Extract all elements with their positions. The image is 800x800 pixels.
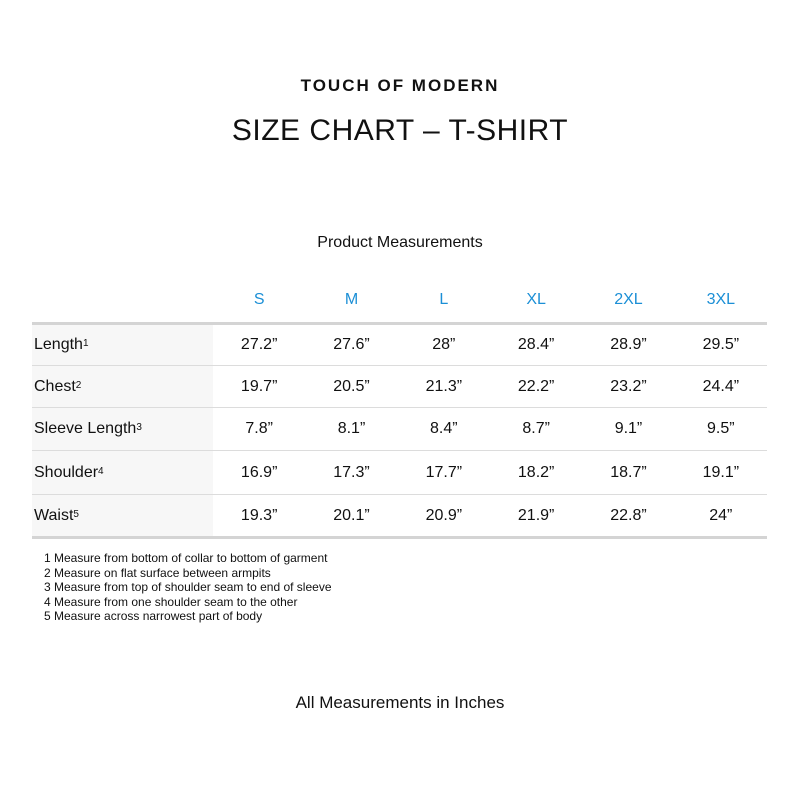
footnote-marker: 4	[98, 465, 104, 477]
measurement-cell: 28”	[397, 322, 490, 366]
measurement-cell: 19.7”	[213, 365, 306, 408]
row-label-text: Sleeve Length	[34, 420, 137, 437]
measurement-cell: 17.3”	[305, 450, 398, 495]
row-label: Waist5	[32, 494, 213, 539]
footnote-marker: 2	[75, 379, 82, 391]
measurement-cell: 24”	[674, 494, 767, 539]
size-header: L	[439, 291, 449, 308]
row-label-text: Chest	[34, 377, 76, 395]
size-header: M	[344, 291, 359, 308]
footnote: 3 Measure from top of shoulder seam to e…	[44, 580, 332, 594]
table-row: Sleeve Length3 7.8” 8.1” 8.4” 8.7” 9.1” 9.5”	[32, 407, 767, 451]
table-subtitle: Product Measurements	[317, 234, 483, 251]
measurement-cell: 19.3”	[213, 494, 306, 539]
measurement-cell: 21.9”	[489, 494, 583, 539]
footnote-marker: 1	[82, 338, 89, 349]
row-label-text: Length	[34, 336, 83, 353]
measurement-cell: 27.6”	[305, 322, 398, 366]
row-label: Length1	[32, 322, 213, 366]
table-row: Chest2 19.7” 20.5” 21.3” 22.2” 23.2” 24.4”	[32, 365, 767, 408]
footnote: 4 Measure from one shoulder seam to the …	[44, 594, 298, 609]
measurement-cell: 22.2”	[489, 365, 583, 408]
measurement-cell: 9.1”	[582, 407, 675, 451]
measurement-cell: 20.9”	[397, 494, 490, 539]
measurement-cell: 21.3”	[397, 365, 490, 408]
measurement-cell: 18.2”	[489, 450, 583, 495]
table-row: Length1 27.2” 27.6” 28” 28.4” 28.9” 29.5”	[32, 322, 767, 366]
measurement-cell: 18.7”	[582, 450, 675, 495]
row-label-text: Shoulder	[34, 463, 99, 481]
size-header: 3XL	[706, 291, 736, 308]
measurement-cell: 27.2”	[213, 322, 306, 366]
measurement-cell: 9.5”	[674, 407, 767, 451]
measurement-cell: 29.5”	[674, 322, 767, 366]
units-note: All Measurements in Inches	[295, 693, 505, 712]
measurement-cell: 22.8”	[582, 494, 675, 539]
measurement-cell: 28.9”	[582, 322, 675, 366]
measurement-cell: 7.8”	[213, 407, 306, 451]
row-label: Shoulder4	[32, 450, 213, 495]
table-row: Shoulder4 16.9” 17.3” 17.7” 18.2” 18.7” 19.1”	[32, 450, 767, 495]
measurement-cell: 20.1”	[305, 494, 398, 539]
footnotes: 1 Measure from bottom of collar to botto…	[44, 551, 332, 624]
brand-logo: TOUCH OF MODERN	[300, 76, 500, 95]
measurement-cell: 20.5”	[305, 365, 398, 408]
measurement-cell: 16.9”	[213, 450, 306, 495]
measurement-cell: 8.7”	[489, 407, 583, 451]
row-label: Chest2	[32, 365, 213, 408]
row-label: Sleeve Length3	[32, 407, 213, 451]
measurement-cell: 24.4”	[674, 365, 767, 408]
size-header: XL	[526, 291, 546, 308]
measurement-cell: 8.1”	[305, 407, 398, 451]
footnote-marker: 5	[73, 508, 79, 520]
row-label-text: Waist	[34, 506, 74, 524]
page-title: SIZE CHART – T-SHIRT	[231, 114, 569, 147]
size-table: S M L XL 2XL 3XL Length1 27.2” 27.6” 28” 28.4” 28.…	[32, 278, 767, 539]
measurement-cell: 28.4”	[489, 322, 583, 366]
size-header: 2XL	[614, 291, 643, 308]
size-header: S	[253, 291, 265, 308]
footnote: 1 Measure from bottom of collar to botto…	[44, 551, 328, 565]
measurement-cell: 8.4”	[397, 407, 490, 451]
header-blank	[32, 278, 213, 324]
footnote: 5 Measure across narrowest part of body	[44, 609, 263, 623]
footnote: 2 Measure on flat surface between armpit…	[44, 565, 271, 580]
table-row: Waist5 19.3” 20.1” 20.9” 21.9” 22.8” 24”	[32, 494, 767, 539]
footnote-marker: 3	[136, 422, 142, 433]
measurement-cell: 19.1”	[674, 450, 767, 495]
measurement-cell: 17.7”	[397, 450, 490, 495]
measurement-cell: 23.2”	[582, 365, 675, 408]
